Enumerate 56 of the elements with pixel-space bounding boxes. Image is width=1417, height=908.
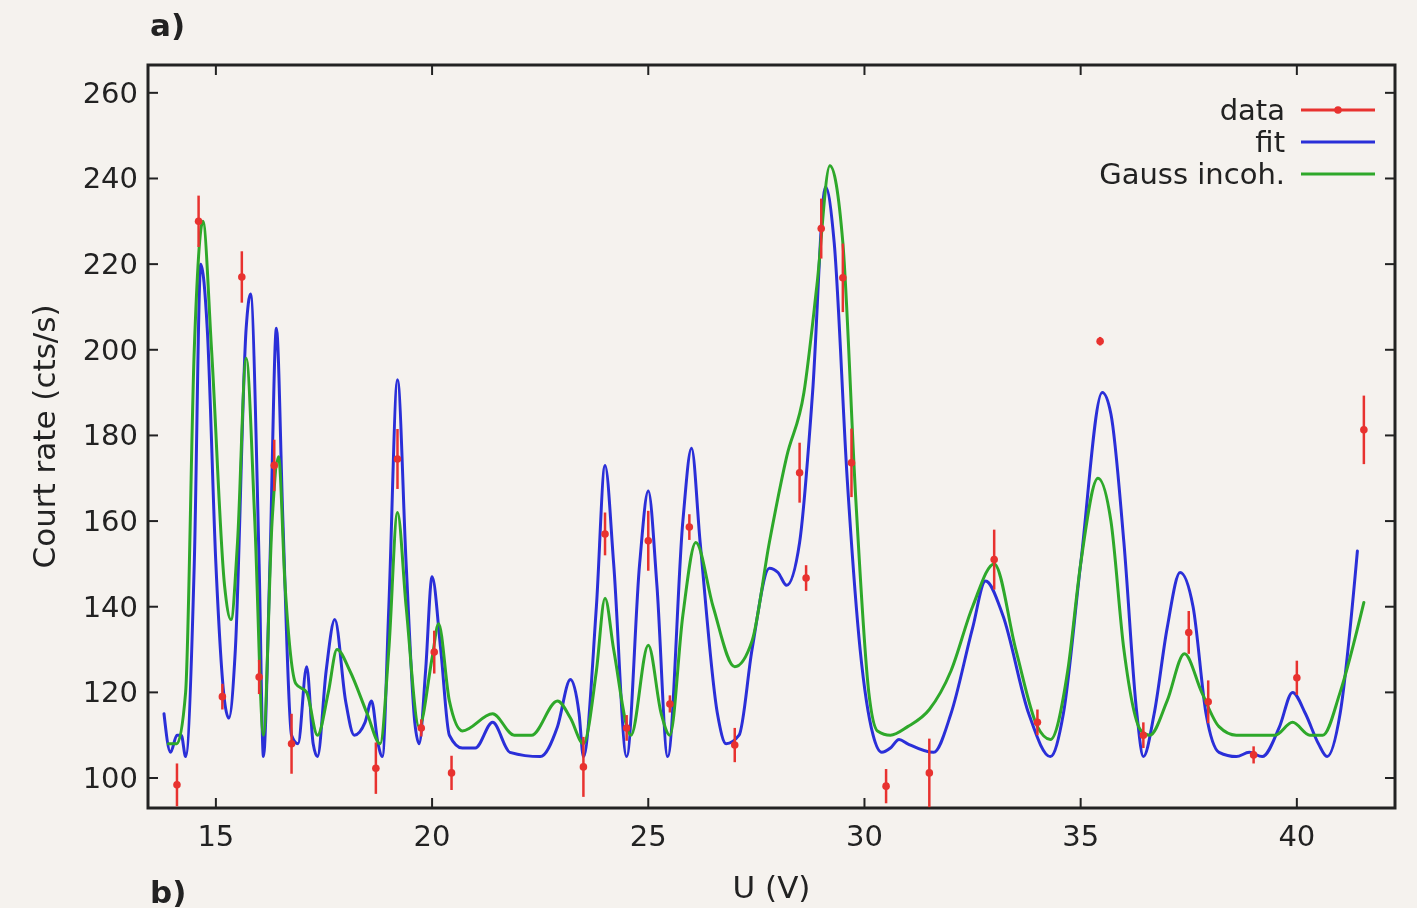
point xyxy=(372,764,380,772)
y-tick-label: 220 xyxy=(82,247,138,282)
point xyxy=(238,273,246,281)
x-tick-label: 15 xyxy=(197,819,235,853)
point xyxy=(417,724,426,732)
legend-label: data xyxy=(1219,93,1285,127)
point xyxy=(644,537,653,545)
point xyxy=(847,459,856,467)
point xyxy=(270,461,279,470)
point xyxy=(1204,698,1212,706)
point xyxy=(447,769,456,777)
text: b) xyxy=(150,874,187,908)
point xyxy=(839,274,847,282)
y-tick-label: 180 xyxy=(82,418,138,453)
point xyxy=(287,739,296,748)
point xyxy=(666,700,674,708)
point xyxy=(795,468,804,477)
point xyxy=(1033,718,1042,727)
point xyxy=(730,741,739,749)
legend-label: fit xyxy=(1255,125,1285,159)
point xyxy=(925,769,934,777)
point xyxy=(685,523,694,531)
point xyxy=(1184,628,1193,637)
point xyxy=(194,217,203,226)
point xyxy=(882,782,890,790)
x-tick-label: 40 xyxy=(1278,819,1316,853)
x-tick-label: 20 xyxy=(413,819,451,853)
y-tick-label: 100 xyxy=(82,761,138,796)
y-tick-label: 260 xyxy=(82,75,138,110)
x-tick-label: 25 xyxy=(629,819,667,853)
point xyxy=(802,574,810,582)
y-tick-label: 160 xyxy=(82,504,138,539)
point xyxy=(430,648,439,656)
text: a) xyxy=(150,7,186,43)
point xyxy=(1139,731,1148,739)
y-tick-label: 120 xyxy=(82,675,138,710)
point xyxy=(255,673,263,681)
y-tick-label: 140 xyxy=(82,589,138,624)
x-tick-label: 30 xyxy=(846,819,883,853)
point xyxy=(218,692,227,701)
y-tick-label: 240 xyxy=(82,161,138,196)
point xyxy=(990,555,998,564)
y-axis-title: Court rate (cts/s) xyxy=(26,304,62,569)
point xyxy=(622,724,631,732)
point xyxy=(817,224,826,233)
legend-label: Gauss incoh. xyxy=(1099,157,1285,191)
point xyxy=(579,763,588,771)
point xyxy=(1293,674,1301,682)
point xyxy=(1360,426,1368,434)
point xyxy=(601,530,609,538)
point xyxy=(173,781,181,789)
point xyxy=(1249,751,1258,759)
y-tick-label: 200 xyxy=(82,332,138,367)
point xyxy=(393,455,402,463)
x-tick-label: 35 xyxy=(1062,819,1100,853)
x-axis-title: U (V) xyxy=(732,869,811,905)
